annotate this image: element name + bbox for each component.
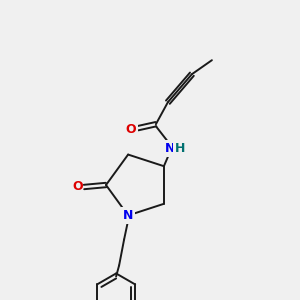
Text: O: O — [126, 123, 136, 136]
Text: H: H — [175, 142, 185, 155]
Text: N: N — [123, 209, 133, 222]
Text: O: O — [73, 181, 83, 194]
Text: N: N — [165, 142, 175, 155]
